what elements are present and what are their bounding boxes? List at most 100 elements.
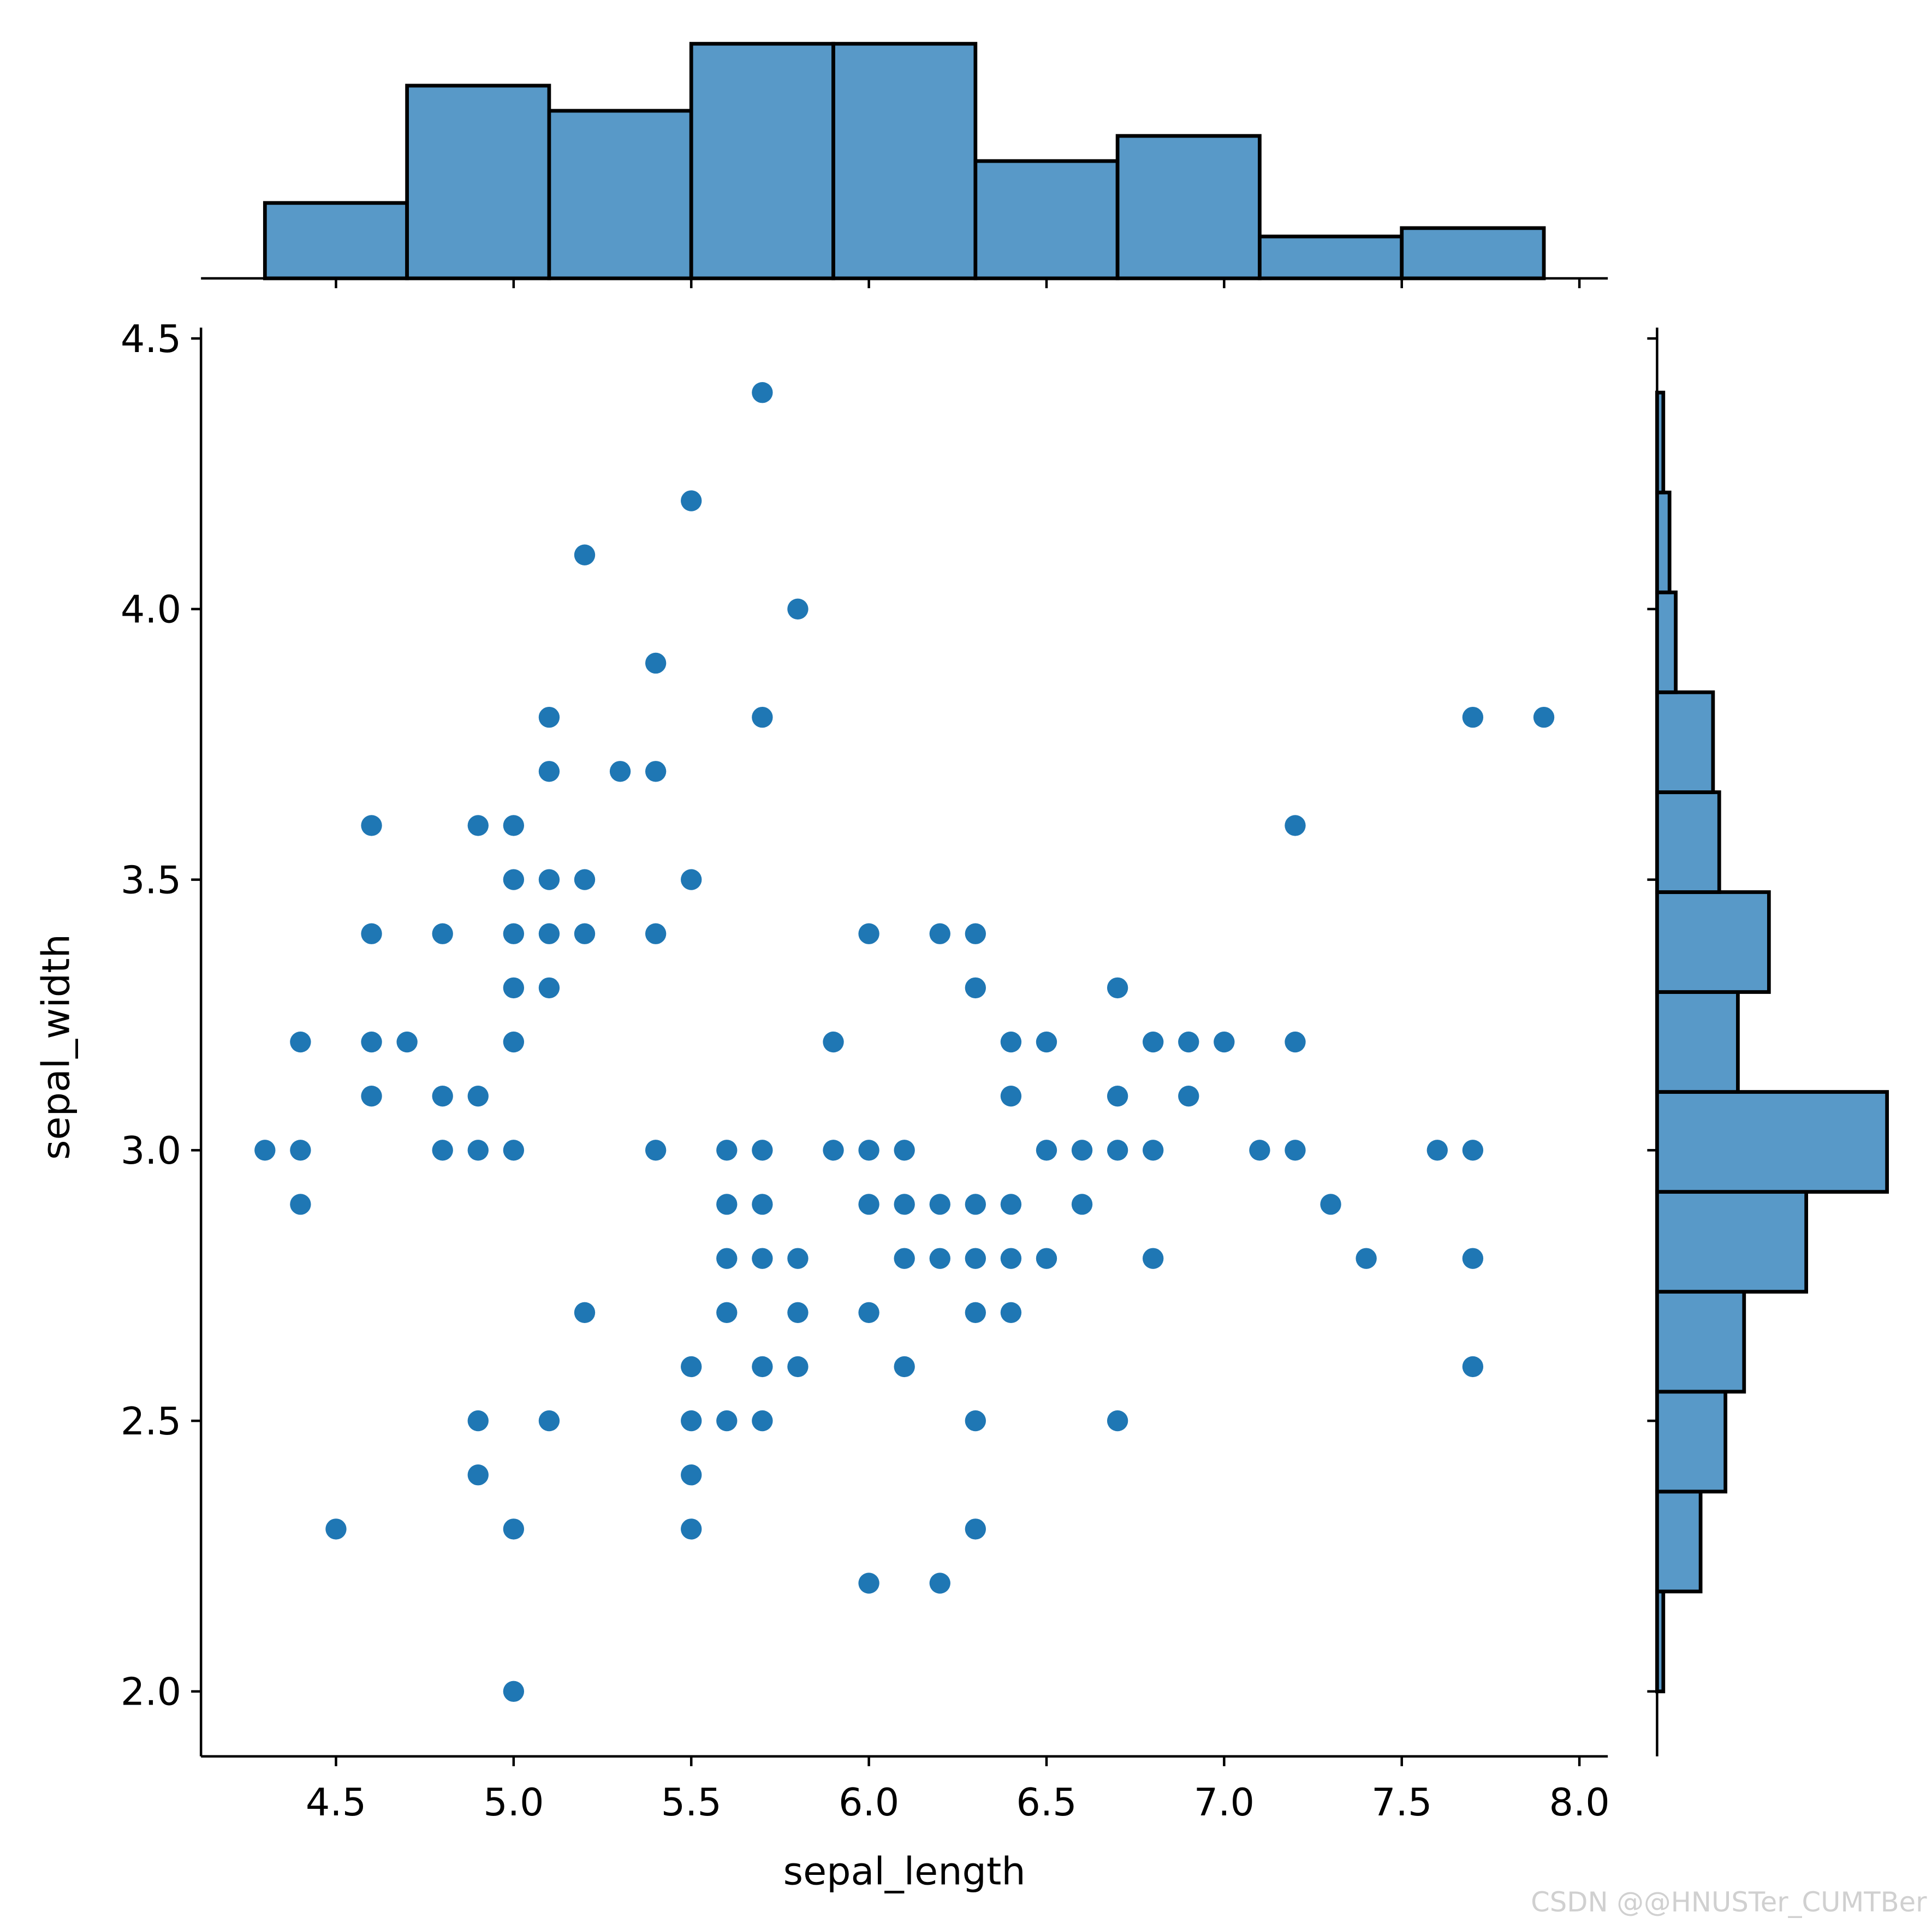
x-tick-label: 8.0 [1549,1780,1609,1825]
point [574,869,596,890]
point [467,1464,489,1486]
point [1071,1140,1093,1161]
point [681,1410,702,1432]
point [858,923,879,944]
point [1143,1248,1164,1269]
y-tick-label: 4.5 [121,317,181,361]
point [1036,1140,1057,1161]
point [1178,1086,1199,1107]
point [467,1140,489,1161]
y-tick-label: 4.0 [121,588,181,632]
point [965,1248,986,1269]
point [681,1356,702,1378]
point [787,598,809,620]
point [1000,1086,1022,1107]
point [645,1140,667,1161]
point [929,1248,950,1269]
point [361,1086,382,1107]
point [1107,977,1128,999]
point [1000,1248,1022,1269]
point [681,490,702,511]
point [681,869,702,890]
point [1107,1410,1128,1432]
point [361,815,382,836]
point [290,1140,311,1161]
point [645,652,667,674]
point [858,1194,879,1215]
point [1143,1031,1164,1053]
point [503,1681,525,1702]
point [574,544,596,565]
point [503,1031,525,1053]
point [858,1140,879,1161]
point [503,1518,525,1540]
x-tick-label: 7.0 [1194,1780,1255,1825]
point [503,869,525,890]
point [1036,1031,1057,1053]
point [752,382,773,403]
point [823,1140,844,1161]
point [1107,1140,1128,1161]
x-tick-label: 6.5 [1016,1780,1077,1825]
point [503,815,525,836]
point [538,869,560,890]
hist-bar [1655,590,1678,694]
point [1462,1356,1484,1378]
y-axis-label: sepal_width [34,934,79,1160]
point [1178,1031,1199,1053]
hist-bar [1655,790,1721,894]
point [467,1086,489,1107]
point [432,923,453,944]
point [823,1031,844,1053]
hist-bar [547,109,693,281]
hist-bar [831,41,978,281]
point [254,1140,276,1161]
point [361,923,382,944]
point [1036,1248,1057,1269]
point [1107,1086,1128,1107]
hist-bar [973,159,1120,281]
watermark: CSDN @@HNUSTer_CUMTBer [1531,1886,1927,1918]
point [716,1194,738,1215]
hist-bar [1655,990,1740,1094]
point [538,706,560,728]
point [752,1194,773,1215]
hist-bar [263,201,409,281]
y-tick-label: 3.5 [121,858,181,902]
y-tick-label: 3.0 [121,1129,181,1173]
x-tick-label: 6.0 [839,1780,899,1825]
point [361,1031,382,1053]
point [432,1140,453,1161]
point [1249,1140,1270,1161]
hist-bar [1655,1290,1746,1394]
point [681,1518,702,1540]
point [609,761,631,782]
hist-bar [1655,1090,1889,1194]
point [1462,706,1484,728]
point [645,761,667,782]
point [716,1410,738,1432]
point [503,977,525,999]
point [1143,1140,1164,1161]
point [467,1410,489,1432]
hist-bar [1115,134,1262,281]
x-tick-label: 5.0 [483,1780,544,1825]
point [1462,1140,1484,1161]
point [894,1356,915,1378]
x-tick-label: 7.5 [1371,1780,1432,1825]
point [894,1194,915,1215]
point [858,1302,879,1323]
point [1533,706,1555,728]
point [1426,1140,1448,1161]
point [929,1572,950,1594]
x-axis-label: sepal_length [783,1850,1026,1894]
point [716,1248,738,1269]
point [929,923,950,944]
hist-bar [1655,690,1715,794]
point [290,1194,311,1215]
point [574,1302,596,1323]
y-tick-label: 2.0 [121,1670,181,1714]
x-tick-label: 5.5 [661,1780,722,1825]
point [1000,1194,1022,1215]
